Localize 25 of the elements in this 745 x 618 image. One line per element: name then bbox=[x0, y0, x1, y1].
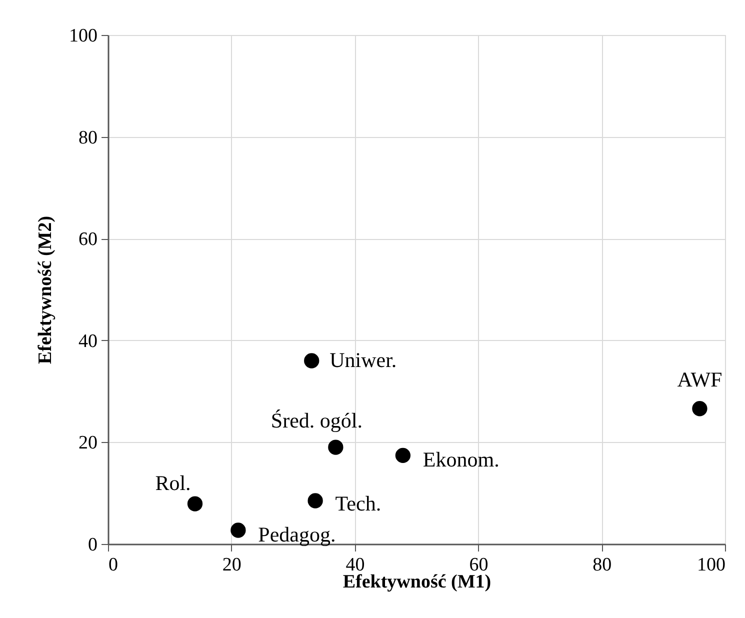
x-tick-label: 80 bbox=[592, 554, 612, 576]
annotation: Pedagog. bbox=[258, 522, 336, 546]
annotation: Uniwer. bbox=[330, 348, 397, 372]
y-tick-label: 80 bbox=[78, 127, 98, 148]
y-tick-label: 60 bbox=[78, 229, 98, 250]
y-axis-title: Efektywność (M2) bbox=[35, 216, 56, 364]
y-tick-label: 40 bbox=[78, 330, 98, 352]
x-tick-label: 100 bbox=[697, 554, 726, 576]
point bbox=[692, 401, 708, 416]
annotation: Ekonom. bbox=[422, 447, 500, 472]
y-tick-label: 0 bbox=[88, 534, 98, 556]
annotation: Śred. ogól. bbox=[270, 408, 362, 432]
point bbox=[304, 353, 320, 368]
annotation: Rol. bbox=[155, 470, 191, 495]
y-tick-label: 20 bbox=[78, 432, 98, 454]
point bbox=[395, 448, 411, 463]
annotation: Tech. bbox=[335, 492, 382, 516]
point bbox=[328, 440, 344, 455]
point bbox=[187, 496, 203, 512]
point bbox=[308, 493, 323, 508]
x-tick-label: 0 bbox=[108, 554, 118, 576]
point bbox=[230, 522, 246, 538]
x-tick-label: 20 bbox=[222, 554, 242, 576]
annotation: AWF bbox=[677, 368, 722, 392]
y-tick-label: 100 bbox=[69, 26, 98, 46]
